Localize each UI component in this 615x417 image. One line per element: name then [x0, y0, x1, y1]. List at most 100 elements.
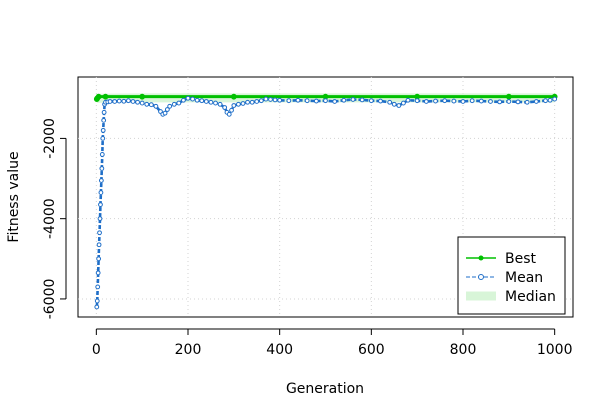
- mean-point: [99, 166, 105, 171]
- best-point: [95, 93, 102, 100]
- x-tick-label: 400: [266, 342, 293, 358]
- legend: Best Mean Median: [457, 236, 566, 315]
- mean-point: [226, 111, 232, 117]
- mean-point: [126, 98, 131, 104]
- mean-point: [533, 99, 539, 104]
- mean-point: [254, 99, 260, 104]
- best-point: [102, 93, 109, 100]
- mean-point: [478, 98, 484, 104]
- axes: 0 200 400 600 800 1000 -6000 -4000 -2000: [42, 118, 572, 358]
- mean-point: [229, 107, 234, 113]
- mean-point: [524, 99, 530, 105]
- y-tick-label: -4000: [42, 198, 58, 239]
- mean-point: [387, 99, 393, 105]
- mean-point: [97, 216, 103, 222]
- mean-point: [236, 101, 241, 107]
- mean-point: [112, 99, 118, 104]
- mean-point: [506, 99, 512, 104]
- mean-point: [208, 99, 214, 105]
- mean-point: [488, 99, 493, 104]
- mean-point: [286, 98, 292, 104]
- best-point: [230, 93, 237, 100]
- mean-point: [405, 97, 411, 103]
- mean-point: [176, 100, 182, 106]
- mean-point: [323, 98, 328, 104]
- mean-point: [181, 97, 186, 103]
- mean-point: [245, 99, 250, 105]
- mean-point: [497, 99, 503, 105]
- legend-best-marker: [478, 255, 484, 261]
- mean-point: [153, 103, 159, 109]
- mean-point: [341, 97, 347, 103]
- mean-point: [552, 96, 558, 102]
- mean-point: [203, 99, 209, 104]
- mean-point: [121, 98, 127, 104]
- mean-point: [167, 103, 173, 109]
- x-tick-label: 0: [92, 342, 101, 358]
- mean-point: [190, 96, 195, 102]
- mean-point: [100, 136, 106, 141]
- mean-point: [98, 190, 104, 195]
- legend-label: Median: [505, 289, 556, 305]
- mean-point: [469, 98, 475, 104]
- x-tick-label: 200: [175, 342, 202, 358]
- mean-point: [194, 97, 200, 103]
- mean-point: [442, 98, 448, 104]
- legend-box: [457, 236, 566, 315]
- mean-point: [107, 99, 113, 104]
- mean-point: [98, 178, 104, 183]
- mean-point: [199, 98, 205, 104]
- x-axis-label: Generation: [286, 381, 364, 397]
- legend-label: Mean: [505, 270, 543, 286]
- mean-point: [99, 152, 105, 157]
- mean-point: [116, 98, 122, 104]
- mean-point: [543, 98, 548, 104]
- mean-point: [359, 97, 365, 103]
- mean-point: [515, 99, 521, 105]
- mean-point: [231, 103, 237, 108]
- mean-point: [95, 284, 101, 290]
- best-point: [139, 93, 146, 100]
- mean-point: [185, 95, 191, 101]
- mean-point: [378, 98, 383, 104]
- mean-point: [130, 99, 136, 104]
- mean-point: [268, 97, 273, 102]
- mean-point: [135, 99, 140, 105]
- y-tick-label: -6000: [42, 279, 58, 320]
- mean-point: [547, 97, 553, 103]
- x-tick-label: 1000: [537, 342, 573, 358]
- mean-point: [139, 100, 145, 106]
- mean-point: [433, 98, 438, 104]
- mean-point: [222, 105, 228, 110]
- mean-point: [451, 98, 457, 104]
- plot-area-border: [77, 76, 574, 318]
- y-axis-label: Fitness value: [6, 151, 22, 242]
- mean-point: [213, 100, 218, 106]
- mean-point: [96, 242, 102, 248]
- mean-point: [148, 102, 154, 108]
- mean-point: [171, 101, 177, 107]
- best-point: [505, 93, 512, 100]
- mean-point: [240, 101, 246, 106]
- mean-point: [101, 117, 107, 123]
- mean-point: [164, 107, 170, 112]
- mean-point: [313, 98, 319, 104]
- mean-point: [350, 97, 356, 102]
- mean-point: [100, 127, 106, 133]
- mean-point: [396, 103, 402, 108]
- mean-point: [94, 304, 100, 310]
- legend-label: Best: [505, 251, 537, 267]
- mean-point: [332, 99, 338, 104]
- mean-point: [460, 99, 466, 104]
- mean-point: [423, 99, 429, 104]
- mean-point: [94, 298, 100, 304]
- mean-point: [162, 110, 168, 116]
- mean-point: [101, 109, 107, 115]
- mean-point: [368, 98, 374, 104]
- mean-point: [304, 98, 310, 104]
- legend-mean-marker: [478, 274, 484, 280]
- x-tick-label: 600: [358, 342, 385, 358]
- mean-point: [295, 97, 301, 103]
- mean-point: [277, 97, 283, 103]
